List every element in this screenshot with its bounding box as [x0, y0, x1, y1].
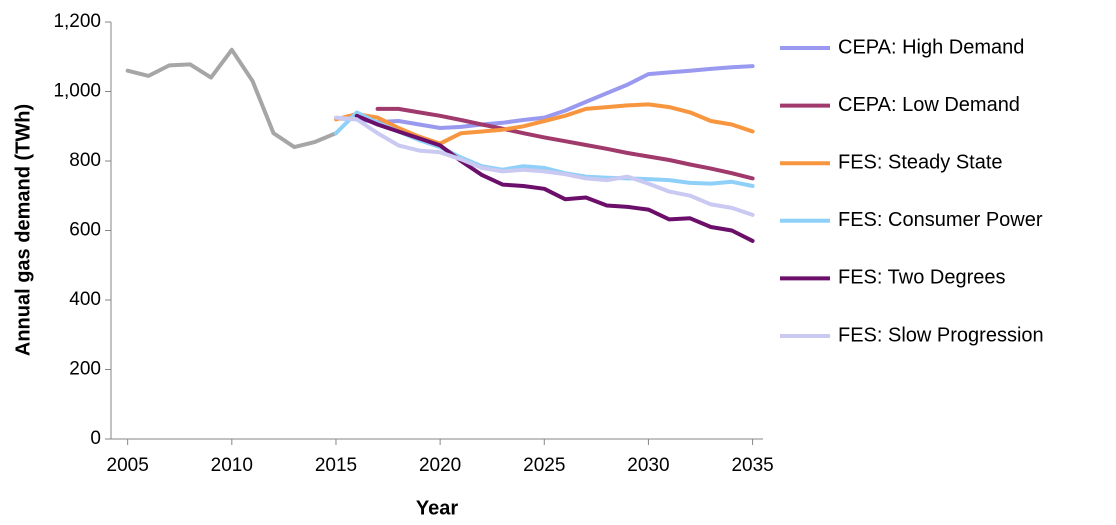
series-line — [375, 106, 755, 181]
series-line — [334, 110, 755, 188]
y-tick-label: 1,000 — [53, 81, 101, 102]
x-tick-label: 2015 — [315, 455, 357, 476]
legend-label: FES: Slow Progression — [838, 324, 1044, 346]
x-tick-label: 2010 — [211, 455, 253, 476]
legend-label: CEPA: High Demand — [838, 36, 1024, 58]
series-line — [334, 102, 755, 146]
series-line — [354, 113, 755, 243]
y-tick-label: 400 — [69, 289, 101, 310]
x-axis-title: Year — [416, 497, 458, 519]
series-line — [334, 64, 755, 130]
x-tick-label: 2030 — [627, 455, 669, 476]
y-tick-label: 1,200 — [53, 11, 101, 32]
y-tick-label: 200 — [69, 359, 101, 380]
series-line — [125, 47, 338, 150]
series-line — [334, 115, 755, 217]
legend-label: FES: Steady State — [838, 151, 1003, 173]
legend-label: FES: Two Degrees — [838, 267, 1005, 289]
y-tick-label: 600 — [69, 220, 101, 241]
x-tick-label: 2035 — [731, 455, 773, 476]
y-axis-title: Annual gas demand (TWh) — [12, 104, 34, 356]
y-tick-label: 800 — [69, 150, 101, 171]
y-tick-label: 0 — [90, 428, 101, 449]
x-tick-label: 2025 — [523, 455, 565, 476]
x-tick-label: 2005 — [107, 455, 149, 476]
x-tick-label: 2020 — [419, 455, 461, 476]
legend-label: FES: Consumer Power — [838, 209, 1043, 231]
legend-label: CEPA: Low Demand — [838, 94, 1020, 116]
